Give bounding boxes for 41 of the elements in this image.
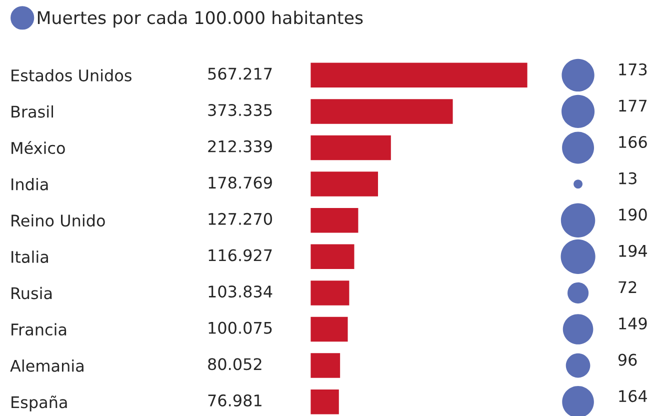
bar — [310, 61, 528, 89]
data-label: 190 — [619, 208, 647, 221]
bar — [310, 352, 342, 380]
data-label: 96 — [618, 354, 637, 366]
bar — [310, 134, 392, 162]
y-tick-label: India — [12, 178, 48, 190]
data-label: 72 — [618, 281, 636, 293]
data-label: 567.217 — [208, 68, 272, 80]
data-label: 76.981 — [208, 394, 262, 406]
bar — [310, 242, 356, 270]
y-tick-label: Italia — [12, 250, 48, 263]
data-label: 100.075 — [208, 322, 272, 334]
data-label: 166 — [619, 136, 647, 148]
y-tick-label: Reino Unido — [12, 214, 105, 227]
y-tick-label: Rusia — [12, 286, 52, 300]
data-label: 13 — [619, 172, 636, 184]
data-label: 103.834 — [208, 286, 272, 298]
data-label: 212.339 — [208, 140, 272, 152]
data-label: 149 — [619, 317, 647, 330]
bar — [310, 98, 454, 126]
data-label: 178.769 — [208, 176, 272, 189]
data-label: 173 — [619, 63, 647, 76]
data-label: 127.270 — [208, 212, 272, 225]
y-tick-label: Alemania — [10, 359, 84, 372]
bar — [310, 279, 351, 307]
legend-label: Muertes por cada 100.000 habitantes — [38, 10, 363, 28]
y-tick-label: Francia — [12, 323, 66, 336]
data-label: 80.052 — [208, 358, 262, 370]
bar — [310, 388, 340, 416]
y-tick-label: México — [12, 141, 65, 154]
bar — [310, 315, 350, 344]
data-label: 194 — [619, 244, 647, 257]
data-label: 373.335 — [208, 104, 272, 116]
y-tick-label: España — [12, 396, 67, 412]
data-label: 116.927 — [208, 249, 272, 262]
bar — [310, 206, 360, 234]
bar — [310, 170, 380, 198]
data-label: 164 — [619, 390, 647, 402]
data-label: 177 — [619, 100, 647, 112]
y-tick-label: Brasil — [12, 105, 54, 118]
y-tick-label: Estados Unidos — [12, 69, 132, 82]
